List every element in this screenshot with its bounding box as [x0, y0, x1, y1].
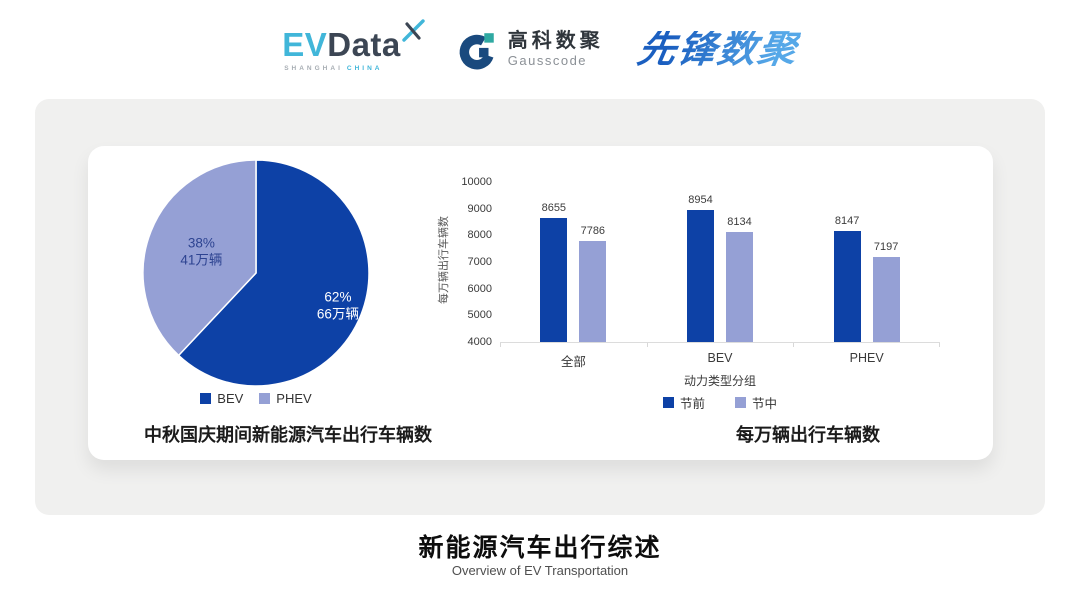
category-label: PHEV: [849, 351, 884, 365]
bar-value-label: 7197: [873, 240, 899, 253]
legend-marker: [259, 393, 271, 404]
pioneer-logo: 先锋数聚: [634, 28, 802, 71]
bar-x-axis-label: 动力类型分组: [683, 374, 756, 388]
legend-label: 节前: [679, 397, 705, 411]
x-axis-tick: [939, 343, 940, 347]
bar-value-label: 8147: [834, 215, 860, 228]
evdata-data-text: Data: [327, 25, 401, 63]
legend-marker: [662, 397, 674, 408]
y-tick-label: 7000: [467, 256, 492, 268]
bar-value-label: 8954: [688, 193, 713, 206]
y-tick-label: 6000: [467, 282, 492, 295]
pie-chart-title: 中秋国庆期间新能源汽车出行车辆数: [144, 425, 432, 445]
pie-slice-bev: [177, 159, 370, 387]
bar-value-label: 7786: [580, 225, 606, 238]
bar-PHEV-节中: [872, 256, 900, 342]
legend-label: BEV: [217, 391, 244, 406]
bar-BEV-节前: [687, 209, 714, 342]
bar-全部-节前: [540, 217, 568, 342]
legend-item: PHEV: [259, 391, 312, 406]
content-band: 62% 66万辆 38% 41万辆 BEV PHEV 中秋国庆期间新能源汽车出行车辆数 …: [35, 99, 1045, 515]
x-axis-tick: [500, 343, 501, 347]
y-tick-label: 10000: [461, 176, 492, 188]
chart-card: 62% 66万辆 38% 41万辆 BEV PHEV 中秋国庆期间新能源汽车出行车辆数 …: [88, 146, 993, 460]
pie-chart: 62% 66万辆 38% 41万辆 BEV PHEV 中秋国庆期间新能源汽车出行车辆数: [88, 146, 488, 460]
legend-item: BEV: [200, 391, 243, 406]
pie-legend: BEV PHEV: [88, 391, 424, 406]
page-title: 新能源汽车出行综述: [418, 534, 662, 562]
bar-BEV-节中: [726, 231, 753, 342]
y-tick-label: 9000: [467, 202, 492, 215]
category-label: 全部: [560, 355, 586, 369]
y-tick-label: 4000: [467, 336, 492, 348]
bar-plot-area: 8655 7786 8954 8134 8147 7197: [500, 183, 940, 347]
legend-marker: [200, 393, 212, 404]
bar-全部-节中: [579, 241, 607, 342]
bar-chart: 每万辆出行车辆数 8655 7786 8954 8134 8147 7197 4000 50…: [428, 146, 993, 460]
gausscode-cn: 高科数聚: [507, 30, 604, 53]
x-axis-tick: [646, 343, 648, 347]
bar-legend: 节前 节中: [500, 393, 940, 412]
pie-slice-label: 62% 66万辆: [317, 289, 359, 321]
header: EVData SHANGHAI CHINA 高科数聚 Gausscode 先锋数聚: [0, 0, 1080, 99]
gausscode-en: Gausscode: [507, 53, 588, 69]
pie-slice-label: 38% 41万辆: [180, 235, 222, 267]
gausscode-text: 高科数聚 Gausscode: [508, 30, 604, 69]
legend-item: 节中: [735, 393, 777, 412]
pie-slice-phev: [142, 159, 257, 357]
legend-marker: [735, 397, 746, 408]
evdata-logo: EVData SHANGHAI CHINA: [282, 18, 425, 72]
bar-value-label: 8655: [541, 201, 567, 214]
pie-svg: 62% 66万辆 38% 41万辆: [142, 159, 370, 387]
category-label: BEV: [707, 351, 733, 365]
bar-chart-title: 每万辆出行车辆数: [736, 425, 880, 445]
evdata-x-leaf-icon: [402, 18, 425, 42]
page-subtitle: Overview of EV Transportation: [451, 563, 629, 578]
y-tick-label: 8000: [467, 229, 492, 242]
evdata-ev-text: EV: [282, 25, 328, 63]
legend-label: PHEV: [276, 391, 312, 406]
legend-item: 节前: [662, 393, 705, 412]
evdata-subtext: SHANGHAI CHINA: [284, 64, 383, 72]
bar-value-label: 8134: [727, 215, 752, 228]
gausscode-logo: 高科数聚 Gausscode: [457, 29, 604, 71]
x-axis-tick: [793, 343, 795, 347]
evdata-wordmark: EVData: [282, 18, 425, 63]
gausscode-g-icon: [459, 32, 495, 69]
bar-PHEV-节前: [833, 231, 861, 342]
legend-label: 节中: [752, 397, 778, 411]
y-tick-label: 5000: [467, 309, 492, 322]
